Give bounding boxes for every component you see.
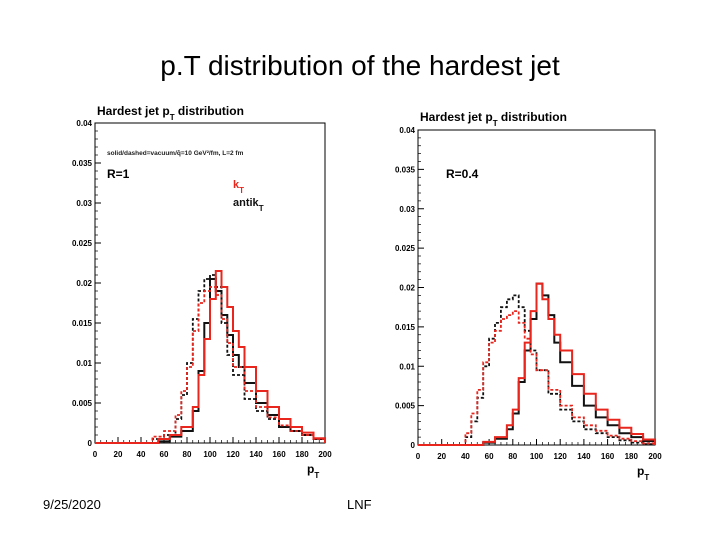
x-tick-label: 160 bbox=[601, 452, 615, 461]
radius-label: R=1 bbox=[107, 167, 130, 181]
y-tick-label: 0.025 bbox=[72, 239, 93, 248]
chart-panel-r04: Hardest jet pT distribution 0 0.005 0.01 0.0… bbox=[385, 100, 665, 487]
x-tick-label: 40 bbox=[137, 450, 146, 459]
y-tick-label: 0.025 bbox=[395, 244, 416, 253]
x-tick-label: 80 bbox=[508, 452, 517, 461]
legend-entry: kT bbox=[233, 179, 244, 195]
y-tick-label: 0.01 bbox=[76, 359, 92, 368]
x-tick-label: 200 bbox=[648, 452, 662, 461]
x-tick-label: 100 bbox=[530, 452, 544, 461]
y-tick-label: 0.005 bbox=[395, 402, 416, 411]
series-red-dashed bbox=[95, 286, 326, 444]
series-red-solid bbox=[418, 282, 656, 446]
x-tick-label: 60 bbox=[485, 452, 494, 461]
y-tick-label: 0.01 bbox=[399, 362, 415, 371]
chart-r1: Hardest jet pT distribution 0 0.005 0.01 0.0… bbox=[72, 104, 332, 480]
chart-title: Hardest jet pT distribution bbox=[420, 110, 567, 128]
y-tick-label: 0 bbox=[88, 439, 93, 448]
x-tick-label: 180 bbox=[625, 452, 639, 461]
chart-annotation: solid/dashed=vacuum/q̂=10 GeV²/fm, L=2 f… bbox=[107, 149, 244, 157]
x-tick-label: 0 bbox=[416, 452, 421, 461]
series-black-dashed bbox=[95, 274, 326, 444]
chart-r04: Hardest jet pT distribution 0 0.005 0.01 0.0… bbox=[395, 110, 662, 482]
x-tick-label: 120 bbox=[226, 450, 240, 459]
y-tick-label: 0.015 bbox=[395, 323, 416, 332]
y-tick-label: 0.005 bbox=[72, 399, 93, 408]
footer-org: LNF bbox=[347, 497, 372, 512]
x-tick-label: 180 bbox=[295, 450, 309, 459]
y-tick-label: 0.02 bbox=[76, 279, 92, 288]
legend-entry: antikT bbox=[233, 197, 264, 213]
x-tick-label: 40 bbox=[461, 452, 470, 461]
y-tick-label: 0.03 bbox=[399, 205, 415, 214]
series-red-dashed bbox=[418, 310, 656, 446]
y-tick-label: 0.04 bbox=[76, 119, 92, 128]
x-tick-label: 20 bbox=[437, 452, 446, 461]
x-tick-label: 60 bbox=[160, 450, 169, 459]
series-red-solid bbox=[95, 270, 326, 444]
footer-date: 9/25/2020 bbox=[43, 497, 101, 512]
x-tick-label: 0 bbox=[93, 450, 98, 459]
x-tick-label: 100 bbox=[203, 450, 217, 459]
x-tick-label: 20 bbox=[114, 450, 123, 459]
y-tick-label: 0.02 bbox=[399, 284, 415, 293]
x-tick-label: 160 bbox=[272, 450, 286, 459]
x-tick-label: 80 bbox=[183, 450, 192, 459]
slide-title: p.T distribution of the hardest jet bbox=[160, 50, 560, 81]
x-tick-label: 140 bbox=[249, 450, 263, 459]
x-tick-label: 140 bbox=[577, 452, 591, 461]
y-tick-label: 0.04 bbox=[399, 126, 415, 135]
y-tick-label: 0.015 bbox=[72, 319, 93, 328]
x-axis-label: pT bbox=[637, 464, 649, 482]
y-tick-label: 0.035 bbox=[395, 165, 416, 174]
x-tick-label: 120 bbox=[554, 452, 568, 461]
x-tick-label: 200 bbox=[318, 450, 332, 459]
radius-label: R=0.4 bbox=[446, 167, 479, 181]
series-black-dashed bbox=[418, 294, 656, 446]
chart-title: Hardest jet pT distribution bbox=[97, 104, 244, 122]
y-tick-label: 0.03 bbox=[76, 199, 92, 208]
x-axis-label: pT bbox=[307, 462, 319, 480]
y-tick-label: 0 bbox=[411, 441, 416, 450]
chart-panel-r1: Hardest jet pT distribution 0 0.005 0.01 0.0… bbox=[62, 93, 352, 488]
y-tick-label: 0.035 bbox=[72, 159, 93, 168]
